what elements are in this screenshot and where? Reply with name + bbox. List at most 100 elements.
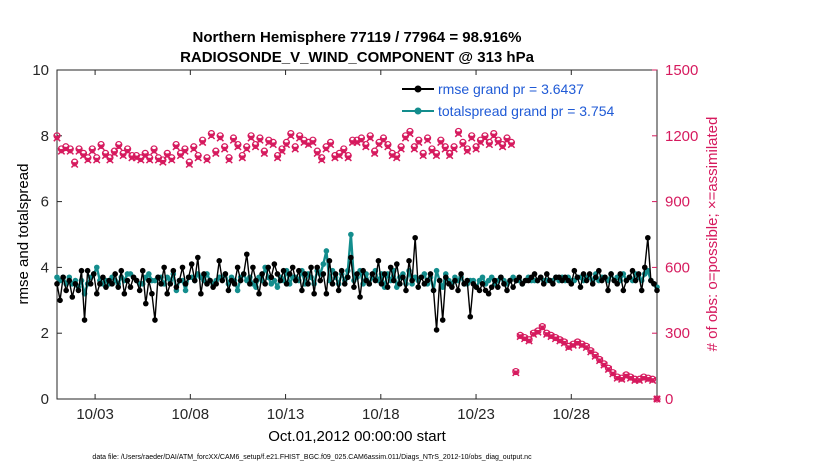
obs-assimilated-dot [394,155,399,160]
rmse-point [397,281,403,287]
obs-assimilated-dot [372,151,377,156]
rmse-point [366,281,373,287]
obs-assimilated-dot [645,377,651,382]
rmse-point [216,258,223,264]
rmse-point [632,277,639,284]
obs-assimilated-dot [81,153,86,158]
obs-assimilated-dot [116,144,121,149]
rmse-point [305,281,311,287]
rmse-point [75,287,82,294]
rmse-point [550,281,556,287]
rmse-point [617,271,624,277]
rmse-point [170,267,177,274]
rmse-point [620,287,627,294]
obs-assimilated-dot [593,354,598,359]
obs-assimilated-dot [76,148,82,154]
rmse-point [433,327,440,333]
rmse-point [357,294,363,300]
obs-assimilated-dot [465,148,470,154]
totalspread-point [274,284,281,290]
rmse-point [516,274,523,281]
obs-assimilated-dot [323,146,329,152]
rmse-point [127,284,134,290]
rmse-point [314,264,321,271]
rmse-point [654,287,660,294]
rmse-point [351,284,357,290]
rmse-point [237,277,244,284]
rmse-point [57,297,63,304]
obs-assimilated-dot [420,153,426,158]
obs-assimilated-dot [204,157,210,163]
rmse-point [571,267,578,274]
obs-assimilated-dot [222,146,227,152]
rmse-point [250,264,256,271]
rmse-point [384,284,391,290]
rmse-point [537,274,544,281]
y-axis-left-label: rmse and totalspread [15,164,32,305]
obs-assimilated-dot [90,148,95,154]
rmse-point [155,274,161,281]
rmse-point [225,287,232,294]
rmse-point [602,274,608,281]
obs-assimilated-dot [288,133,294,138]
obs-assimilated-dot [85,157,91,163]
obs-assimilated-dot [359,137,364,143]
chart-title-line1: Northern Hemisphere 77119 / 77964 = 98.9… [193,29,522,46]
rmse-point [635,271,642,277]
obs-assimilated-dot [650,378,655,383]
rmse-point [213,281,219,287]
obs-assimilated-dot [341,148,346,154]
rmse-point [133,277,140,284]
rmse-point [136,287,143,294]
obs-assimilated-dot [54,135,60,141]
y-axis-left: 0 2 4 6 8 10 [32,62,62,408]
rmse-point [629,267,636,274]
rmse-point [589,281,596,287]
rmse-point [381,271,388,277]
rmse-point [149,290,155,297]
rmse-point [69,294,76,300]
rmse-point [84,267,91,274]
obs-assimilated-dot [570,343,576,348]
rmse-point [424,277,431,284]
rmse-point [495,284,501,290]
obs-assimilated-dot [363,144,369,149]
totalspread-point [234,287,241,294]
rmse-point [479,281,486,287]
y-left-tick-label: 0 [41,391,49,408]
rmse-point [93,290,100,297]
obs-assimilated-dot [107,157,113,163]
rmse-point [253,277,259,284]
rmse-point [201,271,207,277]
obs-assimilated-dot [619,377,624,382]
legend-rmse-swatch-marker [414,85,422,93]
rmse-point [326,258,333,264]
rmse-point [161,264,167,271]
rmse-point [580,271,587,277]
rmse-point [302,271,308,277]
obs-assimilated-dot [328,142,333,147]
rmse-point [605,287,611,294]
obs-assimilated-dot [531,332,536,337]
rmse-point [390,277,397,284]
obs-assimilated-dot [575,340,580,346]
obs-assimilated-dot [235,144,241,149]
rmse-point [54,281,60,287]
totalspread-point [323,248,330,254]
rmse-point [360,267,366,274]
rmse-series [54,234,660,333]
obs-assimilated-dot [301,140,307,145]
rmse-point [124,277,131,284]
obs-assimilated-dot [284,142,289,147]
obs-assimilated-dot [460,142,466,147]
obs-assimilated-dot [429,148,435,154]
obs-assimilated-dot [182,148,188,154]
obs-assimilated-dot [381,137,386,143]
legend-spread-label: totalspread grand pr = 3.754 [438,103,615,119]
legend: rmse grand pr = 3.6437 totalspread grand… [398,77,650,121]
y-left-tick-label: 10 [32,62,49,79]
rmse-point [458,271,464,277]
rmse-point [142,300,149,307]
totalspread-point [93,264,100,271]
obs-count-series [53,127,661,403]
